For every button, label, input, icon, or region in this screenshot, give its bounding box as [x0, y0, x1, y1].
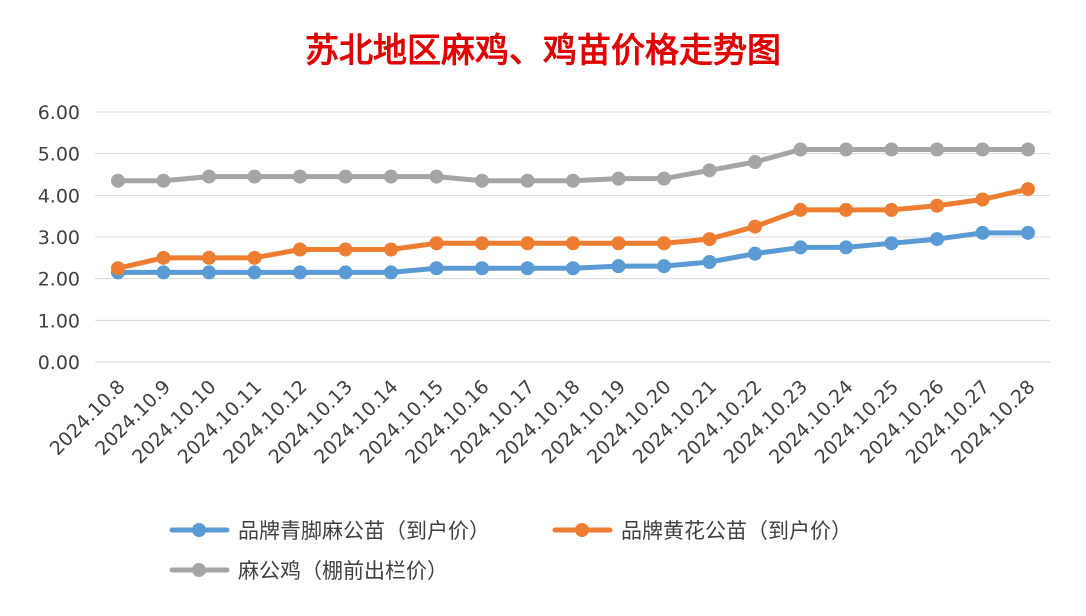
- data-point: [884, 236, 899, 251]
- data-point: [657, 259, 671, 274]
- legend-label: 品牌黄花公苗（到户价）: [621, 519, 852, 543]
- data-point: [384, 242, 398, 257]
- data-point: [839, 202, 853, 217]
- y-tick-label: 0.00: [38, 352, 80, 374]
- data-point: [793, 142, 808, 157]
- data-point: [975, 142, 990, 157]
- y-tick-label: 2.00: [38, 269, 80, 291]
- data-point: [748, 246, 762, 261]
- data-point: [338, 265, 353, 280]
- data-point: [247, 250, 262, 265]
- data-point: [930, 142, 944, 157]
- data-point: [839, 240, 853, 255]
- data-point: [429, 236, 444, 251]
- data-point: [930, 198, 944, 213]
- data-point: [884, 202, 899, 217]
- data-point: [1021, 182, 1035, 197]
- data-point: [702, 232, 717, 247]
- data-point: [793, 202, 808, 217]
- data-point: [839, 142, 853, 157]
- data-point: [475, 261, 489, 276]
- data-point: [202, 169, 216, 184]
- data-point: [247, 169, 262, 184]
- x-axis-ticks: 2024.10.82024.10.92024.10.102024.10.1120…: [46, 376, 1040, 468]
- data-point: [293, 242, 307, 257]
- data-point: [702, 163, 717, 178]
- data-point: [748, 219, 762, 234]
- y-tick-label: 5.00: [38, 144, 80, 166]
- legend: 品牌青脚麻公苗（到户价） 品牌黄花公苗（到户价） 麻公鸡（棚前出栏价）: [169, 519, 852, 583]
- y-tick-label: 1.00: [38, 310, 80, 332]
- data-point: [566, 261, 580, 276]
- y-tick-label: 3.00: [38, 227, 80, 249]
- legend-item: 品牌青脚麻公苗（到户价）: [169, 519, 490, 543]
- data-point: [566, 173, 580, 188]
- data-point: [156, 265, 171, 280]
- legend-swatch-marker: [192, 523, 206, 537]
- data-point: [202, 250, 216, 265]
- chart-title: 苏北地区麻鸡、鸡苗价格走势图: [305, 31, 781, 71]
- legend-item: 品牌黄花公苗（到户价）: [552, 519, 852, 543]
- data-point: [975, 225, 990, 240]
- data-point: [202, 265, 216, 280]
- data-point: [884, 142, 899, 157]
- legend-label: 麻公鸡（棚前出栏价）: [238, 559, 448, 583]
- data-point: [611, 259, 626, 274]
- legend-item: 麻公鸡（棚前出栏价）: [169, 559, 448, 583]
- legend-label: 品牌青脚麻公苗（到户价）: [238, 519, 490, 543]
- data-point: [429, 169, 444, 184]
- data-point: [111, 261, 125, 276]
- legend-swatch-marker: [192, 563, 206, 577]
- data-point: [475, 173, 489, 188]
- data-point: [429, 261, 444, 276]
- data-point: [338, 242, 353, 257]
- data-point: [793, 240, 808, 255]
- data-point: [611, 171, 626, 186]
- y-tick-label: 6.00: [38, 102, 80, 124]
- y-axis-ticks: 0.00 1.00 2.00 3.00 4.00 5.00 6.00: [38, 102, 80, 374]
- data-point: [566, 236, 580, 251]
- data-point: [520, 261, 535, 276]
- data-point: [156, 173, 171, 188]
- data-point: [384, 169, 398, 184]
- data-point: [520, 236, 535, 251]
- series-layer: [111, 142, 1035, 280]
- data-point: [475, 236, 489, 251]
- data-point: [1021, 225, 1035, 240]
- data-point: [975, 192, 990, 207]
- data-point: [657, 171, 671, 186]
- data-point: [930, 232, 944, 247]
- data-point: [520, 173, 535, 188]
- legend-swatch-marker: [575, 523, 589, 537]
- data-point: [702, 255, 717, 269]
- data-point: [293, 265, 307, 280]
- data-point: [293, 169, 307, 184]
- data-point: [111, 173, 125, 188]
- data-point: [1021, 142, 1035, 157]
- data-point: [748, 155, 762, 169]
- y-tick-label: 4.00: [38, 185, 80, 207]
- data-point: [338, 169, 353, 184]
- data-point: [657, 236, 671, 251]
- data-point: [611, 236, 626, 251]
- data-point: [247, 265, 262, 280]
- data-point: [384, 265, 398, 280]
- data-point: [156, 250, 171, 265]
